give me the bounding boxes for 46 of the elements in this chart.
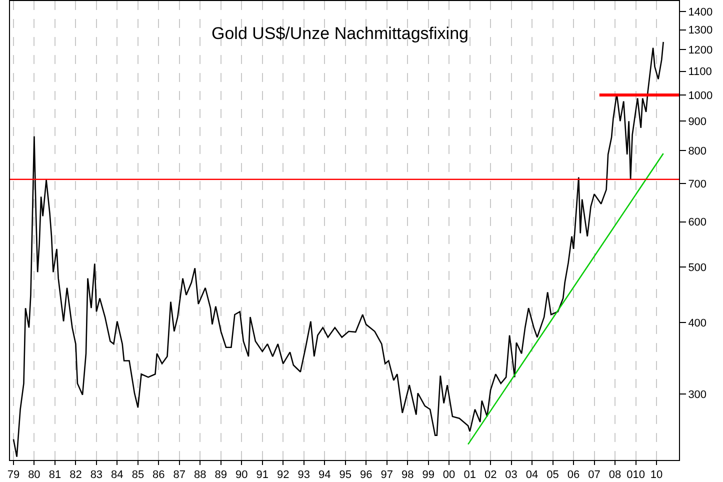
x-tick-label: 08 <box>608 469 622 482</box>
x-tick-label: 06 <box>567 469 580 482</box>
x-tick-label: 010 <box>626 469 645 482</box>
x-tick-label: 02 <box>484 469 497 482</box>
y-tick-label: 800 <box>688 145 707 158</box>
y-tick-label: 1400 <box>688 6 713 18</box>
text: Gold US$/Unze Nachmittagsfixing <box>211 24 469 43</box>
x-tick-label: 88 <box>194 469 206 482</box>
x-tick-label: 07 <box>588 469 600 482</box>
x-tick-label: 04 <box>526 469 538 482</box>
x-tick-label: 95 <box>339 469 352 482</box>
x-tick-label: 92 <box>276 469 290 482</box>
y-tick-label: 1300 <box>688 24 713 37</box>
x-tick-label: 94 <box>318 469 331 482</box>
x-tick-label: 96 <box>360 469 372 482</box>
x-tick-label: 90 <box>236 469 248 482</box>
y-tick-label: 700 <box>688 178 707 190</box>
x-tick-label: 89 <box>214 469 228 482</box>
x-tick-label: 83 <box>90 469 103 482</box>
y-tick-label: 300 <box>688 388 707 401</box>
x-tick-label: 91 <box>256 469 269 482</box>
x-tick-label: 81 <box>48 469 62 482</box>
x-tick-label: 84 <box>111 469 124 482</box>
x-tick-label: 99 <box>422 469 434 482</box>
x-tick-label: 93 <box>298 469 310 482</box>
x-tick-label: 85 <box>132 469 144 482</box>
y-tick-label: 900 <box>688 116 707 128</box>
x-tick-label: 05 <box>546 469 559 482</box>
y-tick-label: 1200 <box>688 44 713 57</box>
x-tick-label: 01 <box>464 469 476 482</box>
x-tick-label: 98 <box>401 469 414 482</box>
x-tick-label: 00 <box>442 469 456 482</box>
x-tick-label: 10 <box>650 469 663 482</box>
x-tick-label: 87 <box>173 469 186 482</box>
x-tick-label: 82 <box>70 469 82 482</box>
y-tick-label: 1000 <box>688 90 713 102</box>
y-tick-label: 400 <box>688 317 707 330</box>
y-tick-label: 1100 <box>688 66 712 78</box>
x-tick-label: 86 <box>152 469 165 482</box>
line-series <box>12 41 664 458</box>
x-tick-label: 03 <box>505 469 518 482</box>
x-tick-label: 97 <box>380 469 393 482</box>
x-tick-label: 80 <box>28 469 40 482</box>
x-tick-label: 79 <box>7 469 20 482</box>
y-tick-label: 500 <box>688 262 707 274</box>
y-tick-label: 600 <box>688 216 707 229</box>
